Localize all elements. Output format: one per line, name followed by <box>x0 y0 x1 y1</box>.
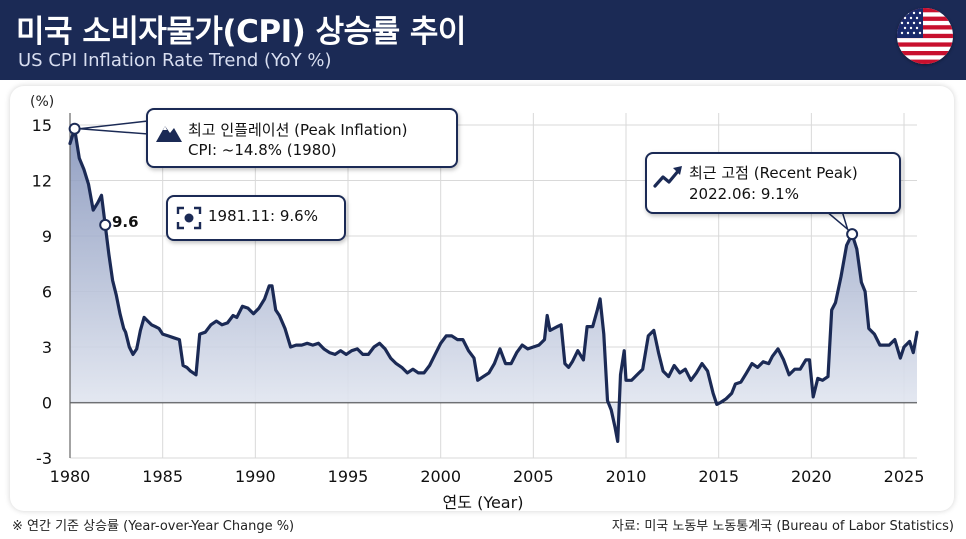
x-tick-2015: 2015 <box>698 467 739 486</box>
peak-1980-marker <box>68 122 81 135</box>
x-tick-2010: 2010 <box>606 467 647 486</box>
footnote: ※ 연간 기준 상승률 (Year-over-Year Change %) <box>12 519 295 534</box>
cpi-series-line <box>68 127 919 443</box>
x-tick-2020: 2020 <box>791 467 832 486</box>
page-title: 미국 소비자물가(CPI) 상승률 추이 <box>16 14 466 50</box>
mountain-icon <box>156 126 182 142</box>
peak-callout-title: 최고 인플레이션 (Peak Inflation) <box>188 121 408 139</box>
peak-callout-pointer <box>79 120 149 135</box>
x-tick-1985: 1985 <box>142 467 183 486</box>
early-peak-callout: 1981.11: 9.6% <box>166 195 346 241</box>
x-tick-1980: 1980 <box>50 467 91 486</box>
cpi-area-fill <box>70 128 917 442</box>
x-tick-2025: 2025 <box>884 467 925 486</box>
us-flag-icon <box>897 8 953 64</box>
y-tick-3: 3 <box>42 338 52 357</box>
source-note: 자료: 미국 노동부 노동통계국 (Bureau of Labor Statis… <box>611 519 954 534</box>
recent-callout-title: 최근 고점 (Recent Peak) <box>689 164 858 182</box>
y-axis-label: (%) <box>30 94 54 110</box>
recent-callout-value: 2022.06: 9.1% <box>689 185 799 203</box>
focus-icon <box>176 206 202 230</box>
header-bar: 미국 소비자물가(CPI) 상승률 추이 US CPI Inflation Ra… <box>0 0 966 80</box>
x-tick-2000: 2000 <box>420 467 461 486</box>
y-tick-9: 9 <box>42 227 52 246</box>
recent-peak-callout: 최근 고점 (Recent Peak) 2022.06: 9.1% <box>645 152 901 214</box>
y-tick--3: -3 <box>36 449 52 468</box>
trend-up-icon <box>653 166 682 188</box>
y-tick-0: 0 <box>42 394 52 413</box>
point-1981-marker <box>99 218 112 231</box>
x-tick-1995: 1995 <box>328 467 369 486</box>
y-tick-12: 12 <box>32 172 52 191</box>
page-subtitle: US CPI Inflation Rate Trend (YoY %) <box>18 50 332 71</box>
x-tick-1990: 1990 <box>235 467 276 486</box>
x-axis-label: 연도 (Year) <box>443 493 524 512</box>
x-tick-2005: 2005 <box>513 467 554 486</box>
peak-inflation-callout: 최고 인플레이션 (Peak Inflation) CPI: ~14.8% (1… <box>146 108 458 168</box>
peak-2022-marker <box>846 228 859 241</box>
y-tick-6: 6 <box>42 283 52 302</box>
early-callout-text: 1981.11: 9.6% <box>208 207 318 225</box>
peak-callout-value: CPI: ~14.8% (1980) <box>188 141 337 159</box>
early-peak-label: 9.6 <box>112 213 139 231</box>
y-tick-15: 15 <box>32 116 52 135</box>
